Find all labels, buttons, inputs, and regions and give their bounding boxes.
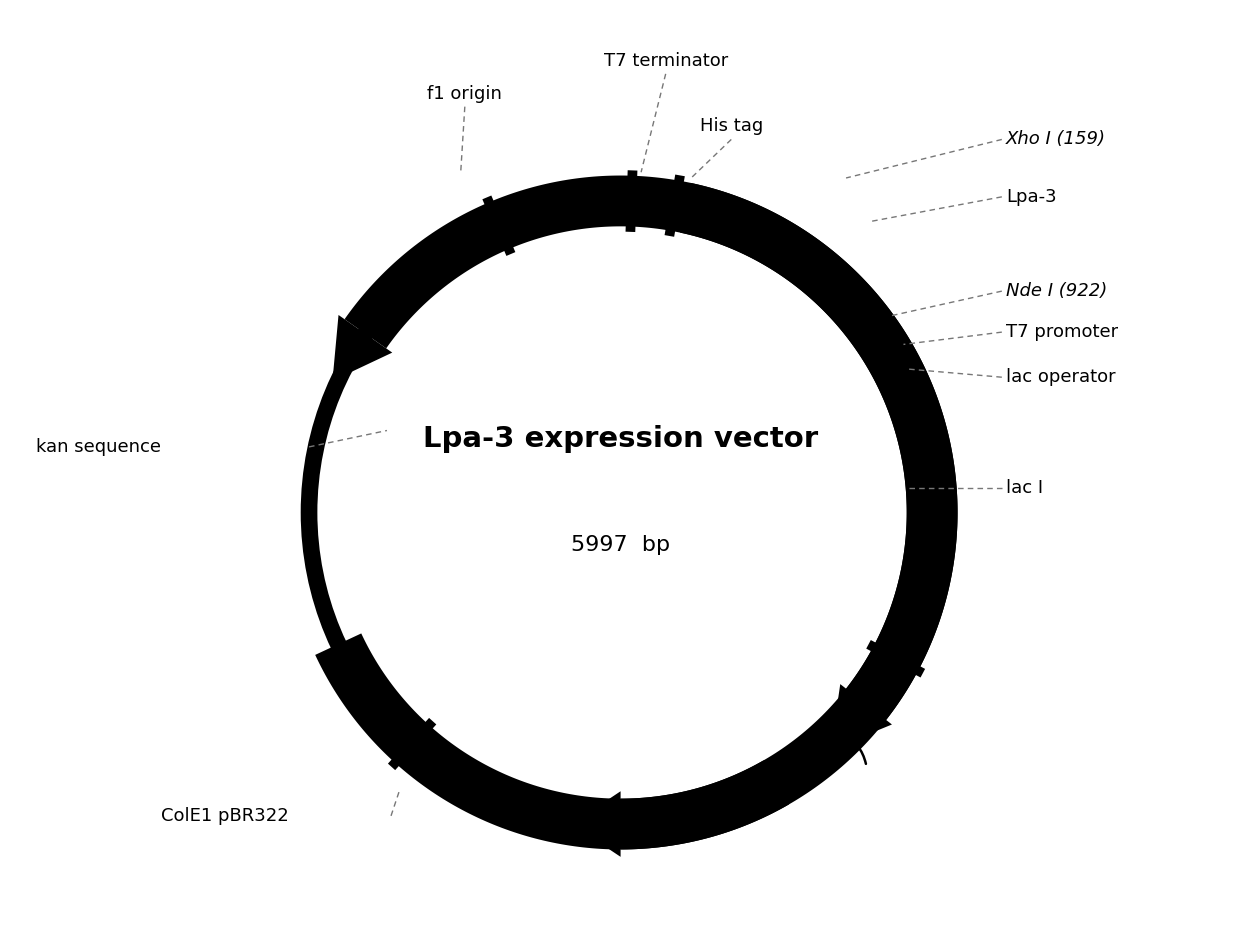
Text: Xho I (159): Xho I (159) bbox=[1006, 130, 1106, 148]
Polygon shape bbox=[572, 791, 620, 857]
Text: His tag: His tag bbox=[699, 117, 763, 136]
Text: T7 terminator: T7 terminator bbox=[604, 52, 728, 70]
Text: lac operator: lac operator bbox=[1006, 368, 1116, 387]
Polygon shape bbox=[680, 183, 957, 720]
Text: lac I: lac I bbox=[1006, 479, 1043, 497]
Text: Lpa-3: Lpa-3 bbox=[1006, 188, 1056, 206]
Polygon shape bbox=[315, 175, 957, 850]
Text: kan sequence: kan sequence bbox=[36, 438, 161, 455]
Polygon shape bbox=[831, 684, 892, 750]
Text: 5997  bp: 5997 bp bbox=[572, 536, 670, 555]
Text: T7 promoter: T7 promoter bbox=[1006, 323, 1118, 341]
Polygon shape bbox=[332, 315, 392, 381]
Text: Lpa-3 expression vector: Lpa-3 expression vector bbox=[423, 424, 818, 453]
Text: Nde I (922): Nde I (922) bbox=[1006, 282, 1107, 300]
Text: f1 origin: f1 origin bbox=[428, 85, 502, 103]
Polygon shape bbox=[620, 760, 789, 850]
Text: ColE1 pBR322: ColE1 pBR322 bbox=[161, 807, 289, 825]
